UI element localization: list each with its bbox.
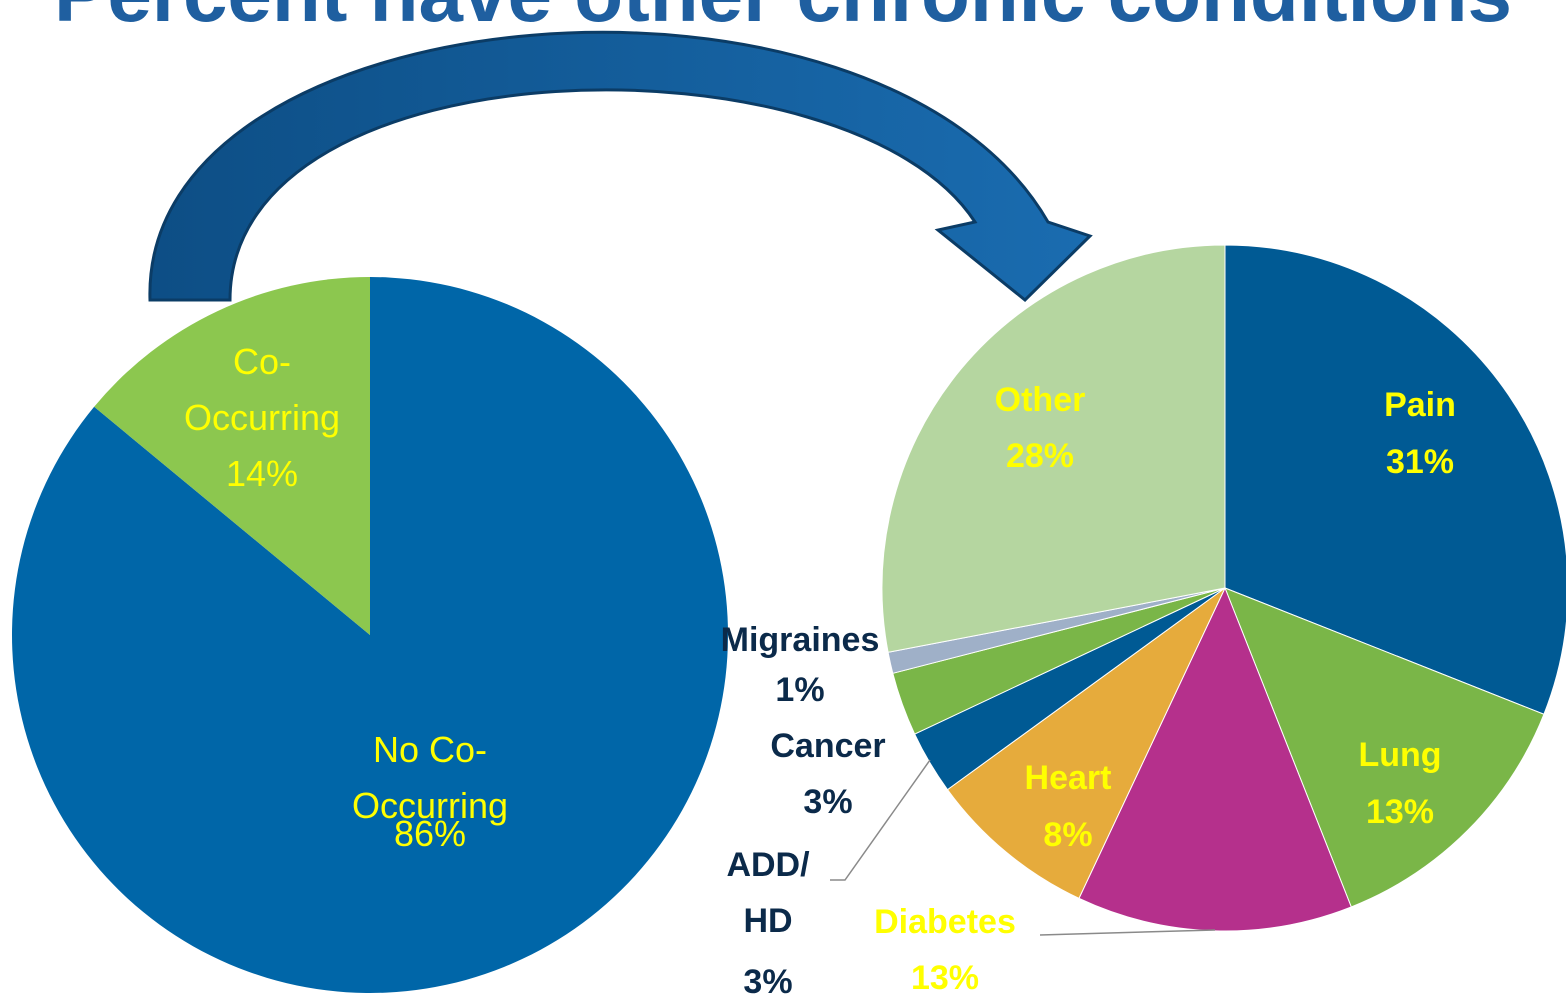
pie-slice [94, 277, 371, 635]
slice-value-label: 28% [1005, 437, 1075, 475]
pie-slice [881, 244, 1226, 653]
slice-value-label: 1% [775, 671, 825, 709]
slice-value-label: 3% [803, 783, 853, 821]
slice-value-label: 8% [1043, 816, 1093, 854]
slice-value-label: 31% [1385, 443, 1455, 481]
slice-label: Other [994, 381, 1086, 419]
slice-label: Pain [1384, 386, 1456, 424]
slice-label: No Co-Occurring [351, 729, 509, 826]
slide-title: Percent have other chronic conditions [0, 0, 1566, 40]
slice-value-label: 3% [743, 963, 793, 997]
pie-slice [1224, 587, 1545, 908]
slice-label: Cancer [770, 727, 886, 765]
slice-label: Diabetes [874, 903, 1016, 941]
leader-line [1039, 929, 1216, 936]
leader-line [830, 759, 931, 881]
slice-value-label: 13% [910, 959, 980, 997]
slice-label: ADD/HD [726, 846, 810, 940]
slice-value-label: 14% [225, 453, 299, 494]
slice-label: Heart [1024, 759, 1112, 797]
slice-label: Migraines [720, 621, 880, 659]
slice-label: Lung [1358, 736, 1442, 774]
slice-label: Co-Occurring [183, 341, 341, 438]
slice-value-label: 86% [393, 813, 467, 854]
pie-slice [946, 587, 1226, 900]
arrow [148, 30, 1093, 303]
slice-value-label: 13% [1365, 793, 1435, 831]
